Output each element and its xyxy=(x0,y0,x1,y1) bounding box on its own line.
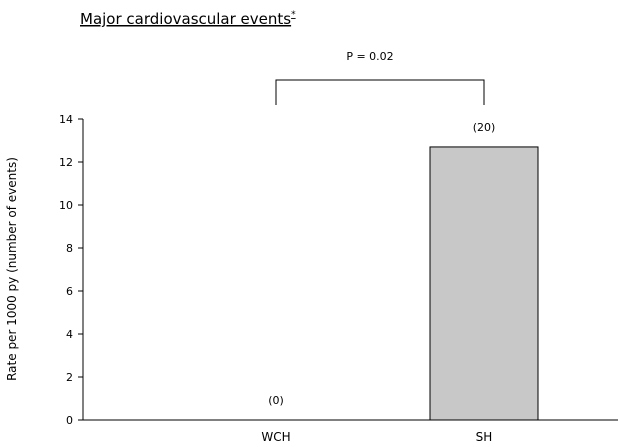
x-category-label: WCH xyxy=(261,430,290,444)
bracket-line xyxy=(275,79,485,105)
bar-value-label: (0) xyxy=(268,394,284,407)
x-axis: WCH SH xyxy=(83,419,618,444)
y-axis-label: Rate per 1000 py (number of events) xyxy=(5,157,19,381)
bars-group: (0) (20) xyxy=(268,121,539,421)
y-tick-label: 10 xyxy=(59,199,73,212)
significance-bracket: P = 0.02 xyxy=(275,50,485,105)
bar-sh xyxy=(429,146,539,421)
y-tick-label: 2 xyxy=(66,371,73,384)
y-tick-label: 0 xyxy=(66,414,73,427)
x-category-label: SH xyxy=(476,430,493,444)
bar-value-label: (20) xyxy=(473,121,496,134)
y-tick-label: 8 xyxy=(66,242,73,255)
y-axis: 0 2 4 6 8 10 12 14 xyxy=(59,113,84,427)
chart-title: Major cardiovascular events* xyxy=(80,10,296,28)
y-tick-label: 14 xyxy=(59,113,73,126)
y-tick-label: 4 xyxy=(66,328,73,341)
p-value-label: P = 0.02 xyxy=(346,50,393,63)
y-tick-label: 12 xyxy=(59,156,73,169)
y-tick-label: 6 xyxy=(66,285,73,298)
